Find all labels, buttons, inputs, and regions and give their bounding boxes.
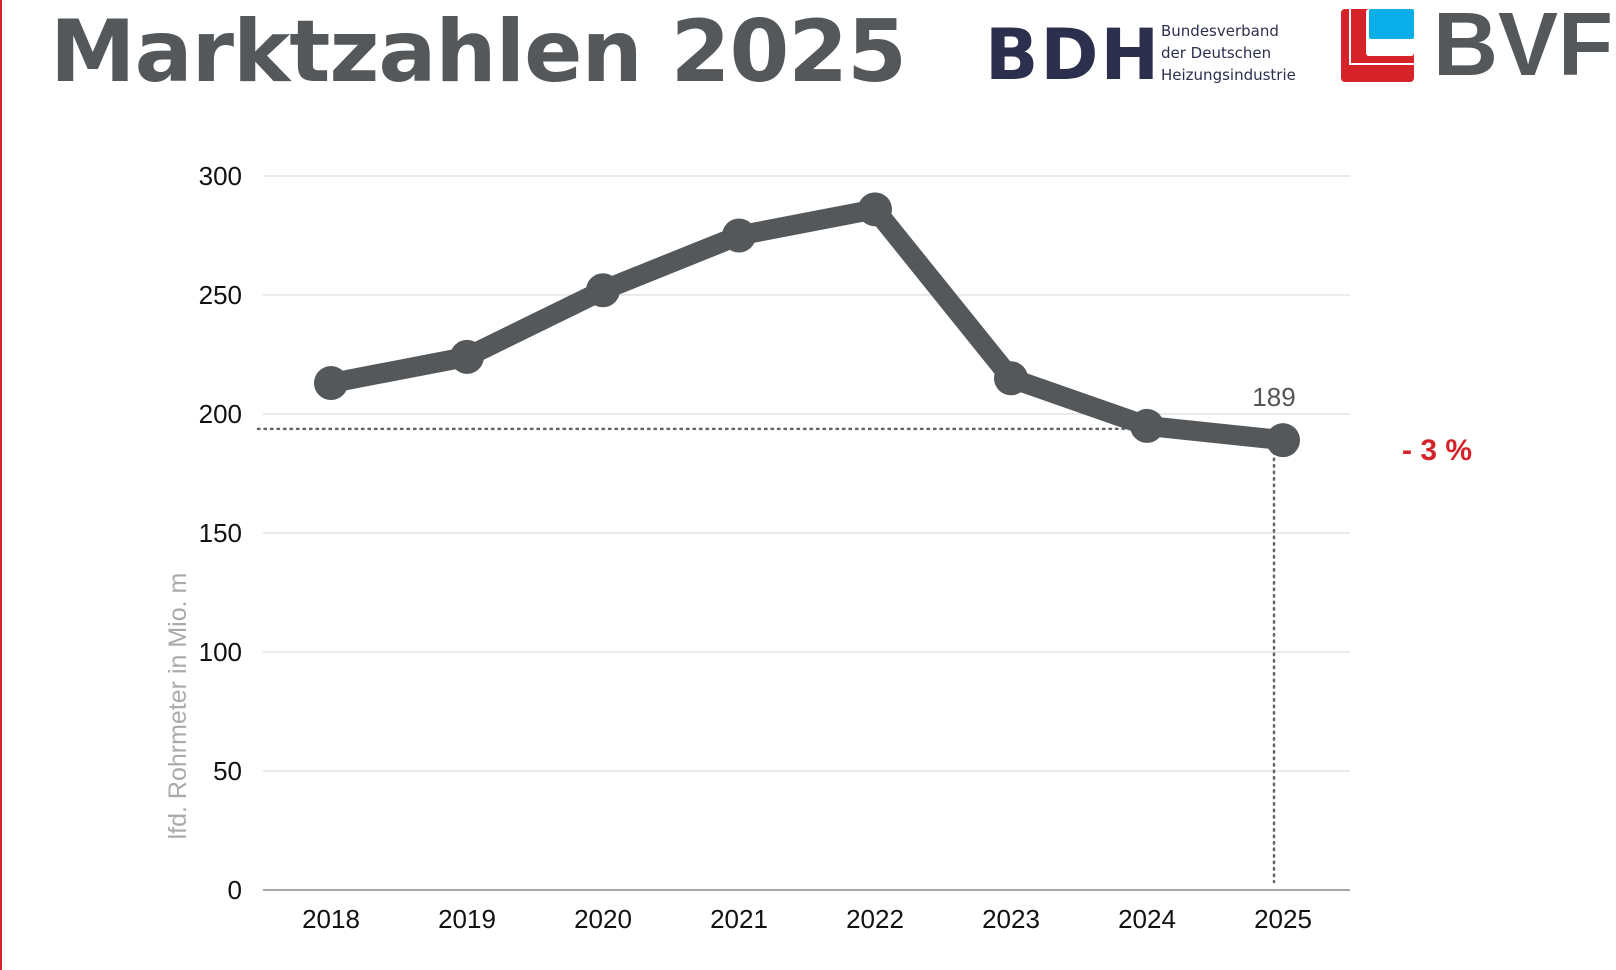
page-title: Marktzahlen 2025 bbox=[50, 2, 907, 102]
y-axis-label: lfd. Rohrmeter in Mio. m bbox=[164, 573, 192, 840]
bvf-logo: BVF bbox=[1433, 0, 1613, 95]
x-tick-label: 2018 bbox=[302, 904, 360, 934]
x-tick-label: 2021 bbox=[710, 904, 768, 934]
x-tick-label: 2025 bbox=[1254, 904, 1312, 934]
data-point bbox=[314, 366, 348, 401]
y-tick-label: 300 bbox=[199, 161, 242, 191]
data-point bbox=[722, 218, 756, 253]
data-point bbox=[994, 361, 1028, 396]
bdh-subtitle-line: Heizungsindustrie bbox=[1161, 66, 1296, 84]
y-tick-label: 50 bbox=[213, 756, 242, 786]
bdh-logo: BDH bbox=[985, 14, 1162, 96]
x-tick-label: 2019 bbox=[438, 904, 496, 934]
last-value-label: 189 bbox=[1252, 382, 1295, 412]
left-accent-line bbox=[0, 0, 2, 970]
data-point bbox=[450, 339, 484, 374]
y-tick-label: 250 bbox=[199, 280, 242, 310]
y-tick-label: 200 bbox=[199, 399, 242, 429]
bvf-logo-mark bbox=[1341, 9, 1414, 82]
data-point bbox=[586, 273, 620, 308]
y-tick-label: 150 bbox=[199, 518, 242, 548]
x-tick-label: 2023 bbox=[982, 904, 1040, 934]
data-point bbox=[858, 192, 892, 227]
y-tick-label: 0 bbox=[228, 875, 242, 905]
bdh-subtitle: Bundesverband der Deutschen Heizungsindu… bbox=[1161, 20, 1296, 86]
series-line bbox=[329, 199, 1285, 451]
data-point bbox=[1266, 423, 1300, 458]
y-tick-label: 100 bbox=[199, 637, 242, 667]
bdh-subtitle-line: Bundesverband bbox=[1161, 22, 1279, 40]
x-tick-label: 2024 bbox=[1118, 904, 1176, 934]
x-tick-label: 2020 bbox=[574, 904, 632, 934]
change-label: - 3 % bbox=[1402, 434, 1472, 467]
data-point bbox=[1130, 408, 1164, 443]
bdh-subtitle-line: der Deutschen bbox=[1161, 44, 1272, 62]
x-tick-label: 2022 bbox=[846, 904, 904, 934]
